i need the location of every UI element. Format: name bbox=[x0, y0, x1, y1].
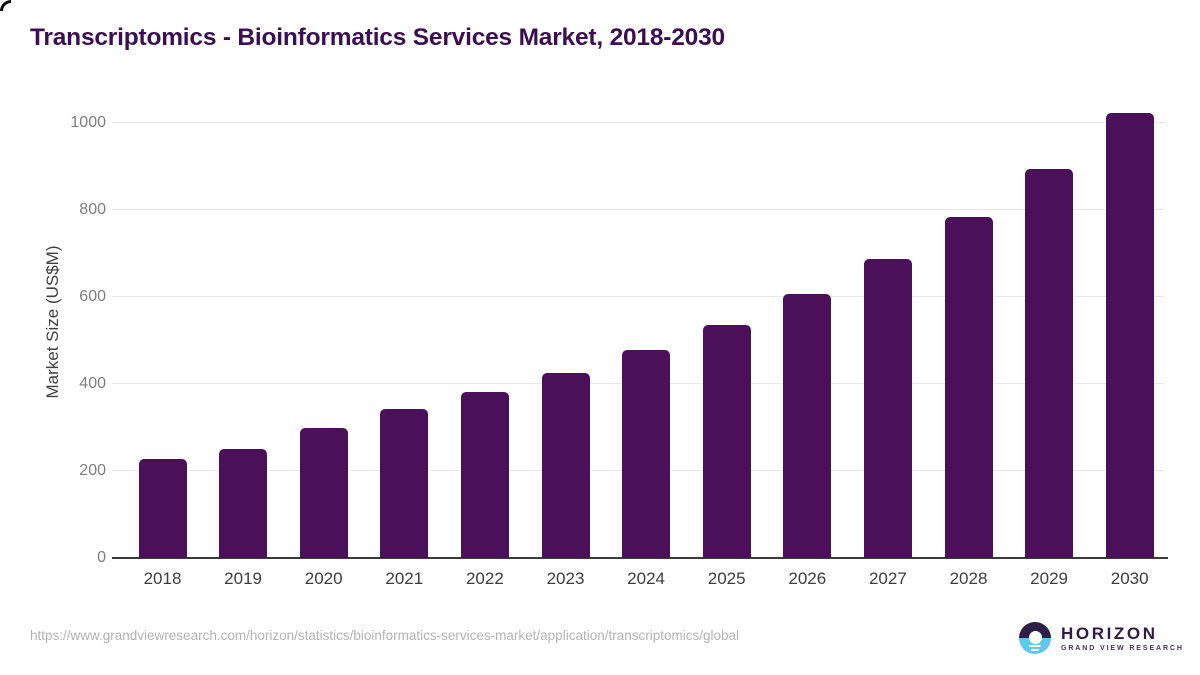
x-tick-label-2019: 2019 bbox=[224, 569, 262, 588]
y-tick-label-200: 200 bbox=[79, 462, 106, 479]
y-tick-label-400: 400 bbox=[79, 375, 106, 392]
chart-title: Transcriptomics - Bioinformatics Service… bbox=[30, 24, 725, 51]
y-tick-label-0: 0 bbox=[97, 549, 106, 566]
logo-wordmark: HORIZON bbox=[1061, 623, 1158, 643]
gridline-600 bbox=[112, 296, 1165, 297]
x-tick-label-2026: 2026 bbox=[788, 569, 827, 588]
bar-2021 bbox=[380, 408, 429, 558]
horizon-logo: HORIZON GRAND VIEW RESEARCH bbox=[1019, 622, 1184, 654]
y-tick-label-600: 600 bbox=[79, 288, 106, 305]
sun-circle-icon bbox=[1028, 631, 1042, 644]
bar-chart-plot-area: 0 200 400 600 800 1000 2018 2019 2020 2021 2022 202… bbox=[70, 113, 1168, 588]
bar-2027 bbox=[863, 259, 912, 558]
bar-2028 bbox=[944, 217, 993, 558]
bar-2020 bbox=[299, 427, 348, 558]
water-ripple-icon bbox=[1031, 649, 1039, 651]
bar-2026 bbox=[783, 293, 832, 558]
x-tick-label-2027: 2027 bbox=[868, 569, 907, 588]
x-tick-label-2021: 2021 bbox=[385, 569, 424, 588]
y-tick-label-1000: 1000 bbox=[70, 114, 106, 131]
bar-2025 bbox=[702, 324, 751, 558]
y-tick-label-800: 800 bbox=[79, 201, 106, 218]
water-ripple-icon bbox=[1029, 645, 1041, 647]
gridline-800 bbox=[112, 209, 1165, 210]
x-tick-label-2025: 2025 bbox=[707, 569, 746, 588]
bar-2018 bbox=[138, 458, 187, 558]
bar-2022 bbox=[460, 392, 509, 558]
x-tick-label-2030: 2030 bbox=[1110, 569, 1149, 588]
bar-2019 bbox=[219, 449, 268, 558]
bar-2024 bbox=[622, 350, 671, 558]
bar-2030 bbox=[1105, 113, 1154, 558]
x-tick-label-2024: 2024 bbox=[627, 569, 665, 588]
horizon-sun-icon bbox=[1019, 622, 1051, 654]
window-corner-artifact bbox=[0, 0, 11, 11]
gridline-1000 bbox=[112, 122, 1165, 123]
x-tick-label-2022: 2022 bbox=[465, 569, 504, 588]
bar-2023 bbox=[541, 372, 590, 558]
x-tick-label-2020: 2020 bbox=[304, 569, 343, 588]
bar-2029 bbox=[1025, 169, 1074, 558]
x-tick-label-2023: 2023 bbox=[546, 569, 585, 588]
x-tick-label-2029: 2029 bbox=[1030, 569, 1068, 588]
logo-subtitle: GRAND VIEW RESEARCH bbox=[1061, 644, 1184, 652]
source-url: https://www.grandviewresearch.com/horizo… bbox=[30, 628, 740, 643]
x-tick-label-2018: 2018 bbox=[143, 569, 182, 588]
x-axis-line bbox=[112, 557, 1168, 559]
logo-text-block: HORIZON GRAND VIEW RESEARCH bbox=[1061, 625, 1184, 652]
x-tick-label-2028: 2028 bbox=[949, 569, 988, 588]
